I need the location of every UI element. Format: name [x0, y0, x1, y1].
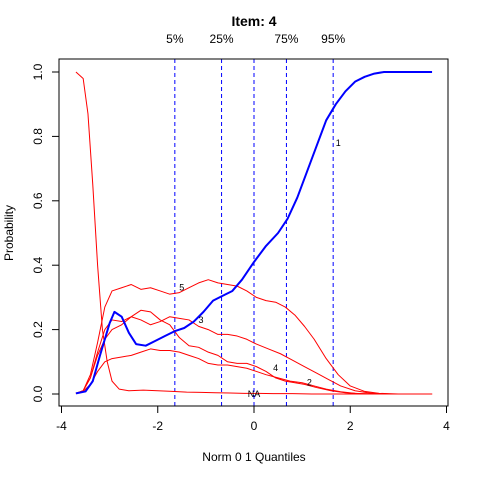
series-2-line — [75, 348, 433, 395]
series-label: 4 — [273, 363, 278, 373]
y-axis-label: Probability — [2, 205, 16, 261]
quantile-lines — [174, 59, 334, 406]
y-tick-label: 0.2 — [31, 321, 45, 338]
series-5-line — [75, 279, 433, 395]
quantile-label: 95% — [321, 32, 345, 46]
y-tick-label: 0.0 — [31, 385, 45, 402]
x-tick-label: 2 — [347, 419, 354, 433]
quantile-labels: 5% 25% 75% 95% — [166, 32, 345, 46]
y-axis: 0.0 0.2 0.4 0.6 0.8 1.0 — [31, 63, 59, 402]
quantile-label: 75% — [274, 32, 298, 46]
series-3-line — [75, 316, 433, 395]
x-tick-label: -4 — [56, 419, 67, 433]
quantile-label: 5% — [166, 32, 184, 46]
series-label: 3 — [199, 315, 204, 325]
series-label: 1 — [336, 138, 341, 148]
x-tick-label: 0 — [251, 419, 258, 433]
series-label: 2 — [307, 378, 312, 388]
x-axis: -4 -2 0 2 4 — [56, 406, 450, 433]
series-label: 5 — [179, 283, 184, 293]
x-axis-label: Norm 0 1 Quantiles — [202, 450, 305, 464]
series-label: NA — [248, 389, 261, 399]
y-tick-label: 1.0 — [31, 63, 45, 80]
x-tick-label: -2 — [152, 419, 163, 433]
y-tick-label: 0.4 — [31, 257, 45, 274]
quantile-label: 25% — [210, 32, 234, 46]
y-tick-label: 0.8 — [31, 128, 45, 145]
chart-title: Item: 4 — [231, 13, 276, 29]
series-1-line — [75, 71, 433, 395]
series-4-line — [75, 309, 433, 395]
curves — [75, 71, 433, 395]
x-tick-label: 4 — [443, 419, 450, 433]
y-tick-label: 0.6 — [31, 192, 45, 209]
curve-labels: 5 3 4 2 NA 1 — [179, 138, 340, 399]
series-NA-line — [75, 71, 433, 395]
